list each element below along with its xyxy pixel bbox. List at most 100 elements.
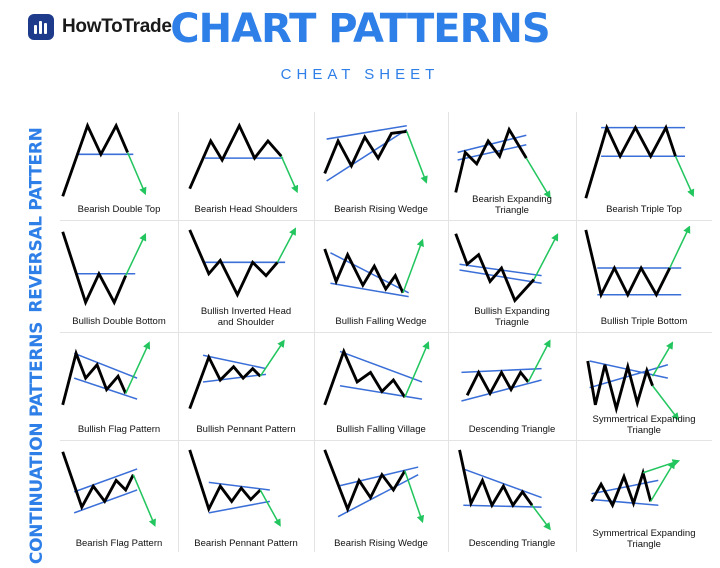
breakout-arrow	[280, 155, 299, 194]
trendline	[73, 468, 138, 493]
trendline	[326, 128, 408, 182]
pattern-label: Bearish Rising Wedge	[334, 204, 428, 215]
price-line	[586, 360, 654, 415]
pattern-diagram-rising-wedge-down	[323, 124, 428, 184]
pattern-diagram-inverse-hs	[188, 227, 296, 299]
pattern-label: Symmertrical Expanding Triangle	[592, 414, 696, 436]
pattern-label: Bullish Inverted Head and Shoulder	[200, 306, 292, 328]
trendline	[202, 373, 267, 383]
price-line	[323, 449, 407, 513]
price-line	[584, 229, 672, 299]
pattern-diagram-double-bottom	[61, 231, 147, 307]
price-line	[323, 248, 405, 294]
price-line	[61, 121, 129, 197]
breakout-arrow	[651, 341, 674, 377]
price-line	[188, 353, 262, 410]
row-divider	[60, 440, 712, 441]
pattern-label: Bearish Rising Wedge	[334, 538, 428, 549]
price-line	[61, 231, 127, 307]
price-line	[465, 369, 530, 397]
price-line	[584, 123, 677, 199]
breakout-arrow	[527, 339, 551, 383]
trendline	[202, 354, 267, 370]
trendline	[208, 500, 270, 514]
pattern-diagram-expanding-up	[454, 233, 559, 304]
pattern-diagram-falling-wedge-up	[323, 238, 424, 298]
brand-name: HowToTrade	[62, 16, 172, 37]
pattern-diagram-triple-bottom	[584, 226, 691, 299]
pattern-diagram-bull-flag	[61, 341, 151, 406]
trendline	[591, 479, 659, 495]
breakout-arrow	[132, 474, 156, 527]
breakout-arrow	[406, 131, 428, 184]
trendline	[589, 364, 669, 389]
pattern-label: Bearish Flag Pattern	[75, 538, 163, 549]
breakout-arrow	[642, 459, 681, 474]
pattern-label: Bullish Expanding Triagnle	[474, 306, 550, 328]
pattern-label: Bullish Pennant Pattern	[196, 424, 296, 435]
trendline	[463, 468, 542, 499]
trendline	[326, 124, 407, 140]
breakout-arrow	[259, 339, 285, 377]
price-line	[188, 449, 262, 513]
pattern-diagram-bear-pennant	[188, 449, 281, 527]
pattern-label: Bearish Pennant Pattern	[194, 538, 298, 549]
trendline	[330, 282, 409, 298]
breakout-arrow	[276, 227, 296, 263]
trendline	[73, 352, 138, 379]
breakout-arrow	[124, 341, 151, 394]
price-line	[61, 451, 135, 511]
pattern-label: Bullish Falling Village	[336, 424, 426, 435]
pattern-label: Bullish Double Bottom	[72, 316, 166, 327]
pattern-label: Bearish Head Shoulders	[194, 204, 298, 215]
trendline	[337, 474, 419, 518]
pattern-label: Descending Triangle	[468, 538, 556, 549]
breakout-arrow	[651, 385, 680, 421]
breakout-arrow	[259, 489, 281, 527]
breakout-arrow	[531, 504, 551, 531]
pattern-diagram-rising-wedge-cont	[323, 449, 425, 524]
pattern-label: Bearish Expanding Triangle	[472, 194, 552, 216]
pattern-diagram-falling-village	[323, 341, 430, 406]
breakout-arrow	[126, 152, 147, 196]
breakout-arrow	[650, 460, 676, 502]
breakout-arrow	[669, 226, 691, 269]
breakout-arrow	[402, 238, 424, 294]
breakout-arrow	[525, 157, 551, 199]
pattern-label: Symmertrical Expanding Triangle	[592, 528, 696, 550]
pattern-label: Bearish Triple Top	[606, 204, 682, 215]
breakout-arrow	[124, 233, 147, 277]
pattern-diagram-bull-pennant	[188, 339, 285, 410]
price-line	[590, 467, 653, 509]
pattern-diagram-sym-expanding-1	[586, 341, 680, 421]
pattern-label: Bullish Triple Bottom	[600, 316, 688, 327]
breakout-arrow	[533, 233, 559, 280]
price-line	[188, 229, 279, 299]
breakout-arrow	[404, 341, 430, 398]
price-line	[323, 130, 407, 174]
price-line	[188, 122, 283, 190]
pattern-diagram-asc-triangle-up	[461, 339, 551, 402]
price-line	[323, 347, 407, 406]
pattern-diagram-triple-top	[584, 123, 695, 199]
trendline	[461, 379, 542, 402]
trendline	[339, 350, 423, 383]
pattern-diagram-desc-triangle	[458, 449, 551, 531]
pattern-diagram-bear-flag	[61, 451, 156, 527]
price-line	[61, 348, 127, 406]
price-line	[458, 449, 534, 509]
brand: HowToTrade	[28, 14, 172, 40]
row-divider	[60, 332, 712, 333]
page-title: CHART PATTERNS	[170, 6, 550, 52]
trendline	[337, 466, 419, 487]
trendline	[459, 269, 542, 285]
pattern-label: Bullish Flag Pattern	[77, 424, 161, 435]
bar-chart-logo-icon	[28, 14, 54, 40]
breakout-arrow	[404, 470, 425, 524]
trendline	[463, 504, 542, 508]
page-subtitle: CHEAT SHEET	[280, 66, 440, 83]
pattern-diagram-expanding-down	[454, 126, 551, 199]
price-line	[454, 126, 528, 193]
price-line	[454, 233, 535, 304]
